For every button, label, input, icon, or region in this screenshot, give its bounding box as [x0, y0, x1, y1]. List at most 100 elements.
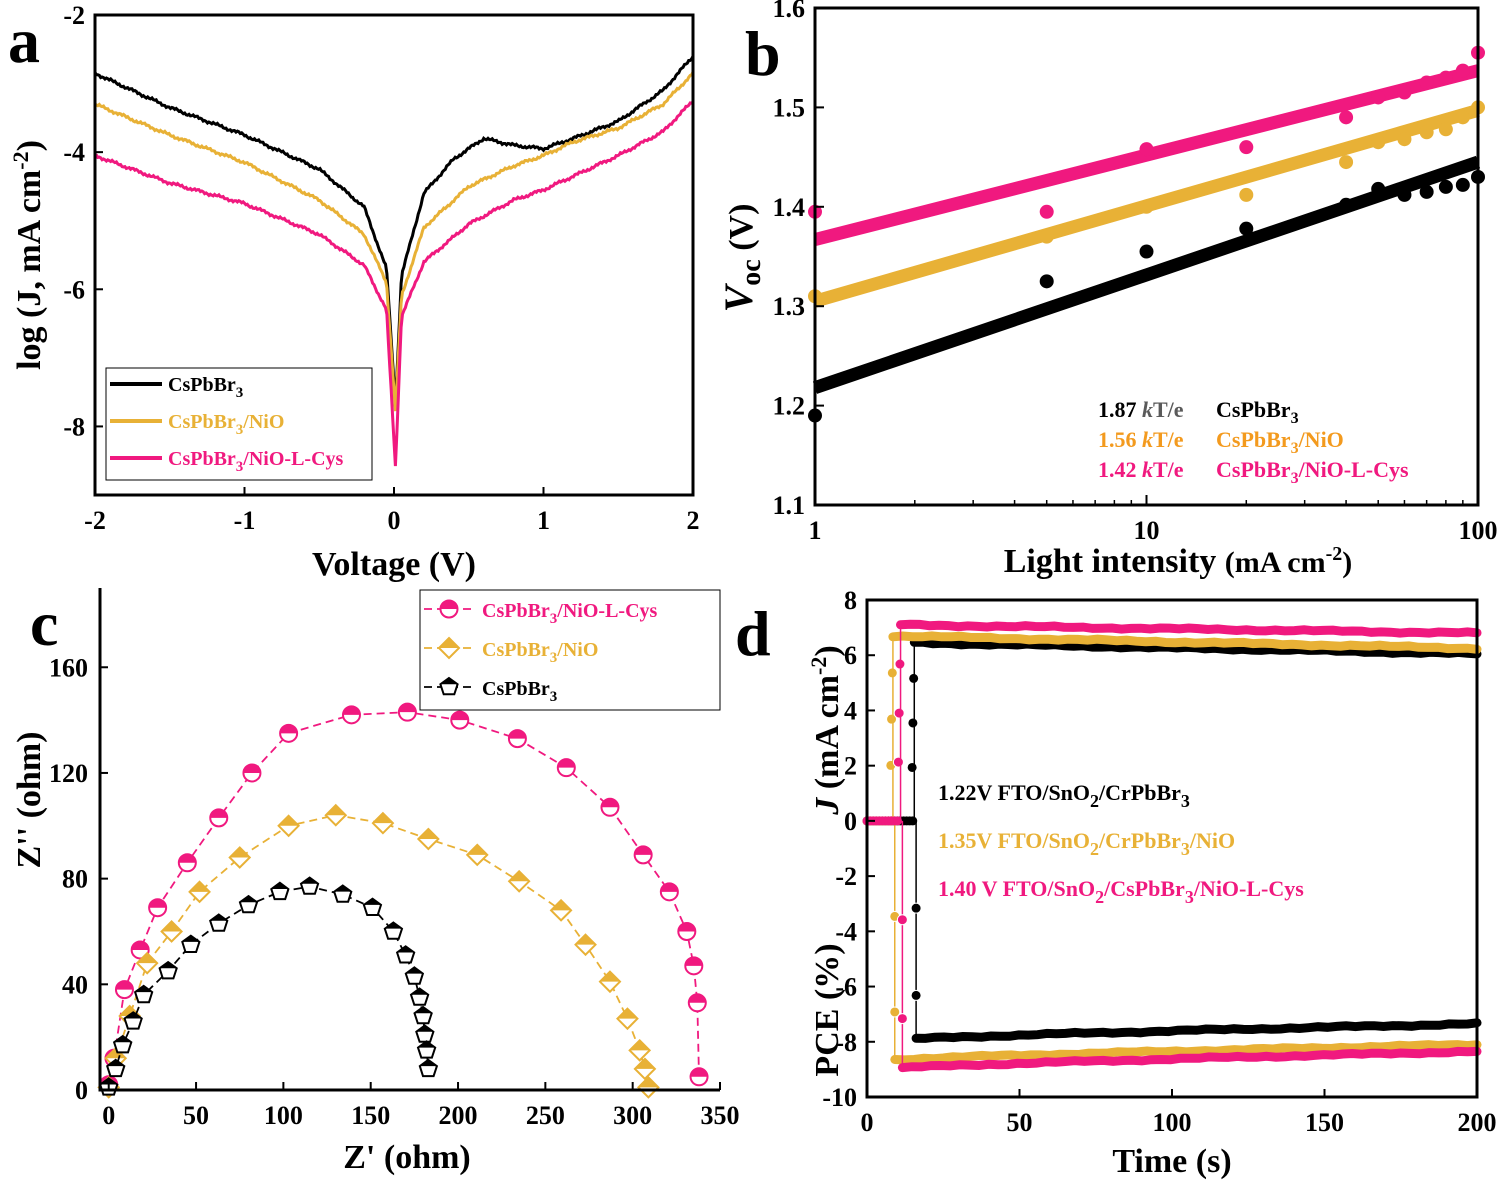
panel-d-annotation-value: 1.22V [938, 780, 998, 805]
panel-d-y-tick-label: 0 [844, 807, 857, 836]
panel-b-annotation-value: 1.56 [1098, 427, 1142, 452]
panel-b-y-tick-label: 1.2 [773, 392, 806, 421]
panel-d-annotation-part3: /NiO [1189, 828, 1235, 853]
panel-b-annotation: 1.87 kT/e CsPbBr3 [1098, 397, 1299, 427]
panel-c-legend-label-base: CsPbBr [482, 639, 550, 661]
panel-c-data-point-fill [384, 922, 403, 929]
panel-c-data-point-fill [398, 703, 416, 713]
panel-d-y-tick-label: 2 [844, 752, 857, 781]
panel-b-x-tick-label: 100 [1459, 516, 1498, 545]
panel-d-annotation-part2: /CsPbBr [1103, 876, 1185, 901]
panel-b-x-label-main: Light intensity [1004, 543, 1217, 580]
panel-c-data-point-fill [210, 914, 228, 921]
panel-a-series-line-0 [93, 55, 695, 407]
panel-d-y-label-top-unit: (mA cm [809, 675, 846, 789]
panel-d-annotation: 1.35V FTO/SnO2/CrPbBr3/NiO [938, 828, 1235, 859]
panel-c-legend-marker-fill [440, 678, 458, 685]
panel-b-data-point [1419, 75, 1434, 90]
panel-c-legend-marker-fill [439, 638, 459, 648]
panel-c-y-tick-label: 120 [49, 759, 88, 788]
panel-b-data-point [1438, 122, 1453, 137]
panel-d-annotation-part2: /CrPbBr [1098, 828, 1181, 853]
panel-d-x-tick-label: 150 [1305, 1108, 1344, 1137]
panel-d-transition-point [889, 1006, 901, 1018]
panel-d-x-tick-label: 100 [1153, 1108, 1192, 1137]
panel-d-y-tick-label: 6 [844, 641, 857, 670]
panel-b-data-point [1039, 229, 1054, 244]
panel-c-data-point-fill [135, 985, 153, 993]
panel-b-data-point [1455, 63, 1470, 78]
panel-d-y-tick-label: 4 [844, 696, 857, 725]
panel-d-y-tick-label: 8 [844, 586, 857, 615]
panel-c-data-point-fill [690, 1068, 708, 1077]
panel-b-ticks: 1 10 100 1.1 1.2 1.3 1.4 1.5 1.6 [773, 0, 1498, 545]
panel-b-data-point [1455, 110, 1470, 125]
panel-b-voc-vs-light: b 1 10 100 1.1 1.2 1.3 1.4 1.5 1.6 Light intensi… [716, 0, 1498, 580]
panel-d-PCE-trace [897, 1046, 1482, 1073]
panel-d-transition-point [906, 761, 918, 773]
panel-b-data-point [1371, 90, 1386, 105]
panel-c-legend-label-rest: /NiO-L-Cys [556, 600, 657, 622]
panel-c-ticks: 0 50 100 150 200 250 300 350 0 40 80 120 160 [49, 653, 740, 1130]
panel-d-y-axis-label-top: J (mA cm-2) [806, 645, 846, 815]
panel-d-transition-point [896, 1013, 908, 1025]
panel-b-x-axis-label: Light intensity (mA cm-2) [1004, 543, 1353, 580]
panel-c-legend-label-sub: 3 [550, 611, 558, 627]
panel-d-J-trace [896, 619, 1482, 638]
panel-b-annotation: 1.42 kT/e CsPbBr3/NiO-L-Cys [1098, 457, 1409, 487]
panel-b-data-point [1239, 221, 1254, 236]
panel-c-x-tick-label: 150 [351, 1101, 390, 1130]
panel-a-ticks: -2 -1 0 1 2 -2 -4 -6 -8 [63, 1, 699, 535]
panel-d-annotation-sub1: 2 [1090, 839, 1099, 859]
panel-b-annotation-unit: T/e [1153, 457, 1184, 482]
panel-b-data-point [1239, 140, 1254, 155]
panel-d-annotation-sub1: 2 [1095, 887, 1104, 907]
panel-d-annotation-value: 1.40 V [938, 876, 1003, 901]
panel-d-annotation-part1: FTO/SnO [998, 828, 1091, 853]
panel-a-y-tick-label: -6 [63, 275, 85, 304]
panel-c-legend-label-base: CsPbBr [482, 678, 550, 700]
panel-a-y-tick-label: -4 [63, 138, 85, 167]
panel-d-x-tick-label: 0 [861, 1108, 874, 1137]
panel-c-legend-label-rest: /NiO [556, 639, 598, 661]
panel-b-data-point [1239, 187, 1254, 202]
panel-c-data-point-fill [599, 971, 620, 982]
panel-a-legend-label-base: CsPbBr [168, 448, 236, 470]
panel-c-x-tick-label: 250 [526, 1101, 565, 1130]
panel-a-x-tick-label: -1 [234, 506, 256, 535]
panel-b-data-point [1371, 135, 1386, 150]
panel-b-annotation-unit-k: k [1142, 457, 1153, 482]
panel-label-c: c [30, 588, 58, 659]
panel-c-data-point-fill [416, 1025, 434, 1032]
panel-c-data-point-fill [419, 1059, 437, 1067]
panel-b-data-point [1139, 142, 1154, 157]
panel-c-data-point-fill [210, 809, 228, 818]
panel-b-data-point [1139, 199, 1154, 214]
panel-a-plot-area [93, 55, 695, 467]
panel-b-annotation-unit-k: k [1142, 397, 1153, 422]
panel-b-data-point [1397, 85, 1412, 100]
panel-b-annotation-unit: T/e [1153, 397, 1184, 422]
panel-b-y-label-unit: (V) [723, 204, 760, 251]
panel-d-ticks: 0 50 100 150 200 8 6 4 2 0 -2 -4 -6 -8 -10 [822, 586, 1496, 1137]
panel-c-legend-marker-fill [440, 600, 458, 609]
panel-a-y-label-close: ) [11, 140, 48, 151]
panel-b-data-point [1039, 274, 1054, 289]
panel-b-data-point [1419, 125, 1434, 140]
panel-c-data-point-fill [105, 1048, 126, 1059]
panel-c-data-point-fill [678, 922, 696, 932]
panel-a-legend-label-sub: 3 [236, 459, 244, 475]
panel-c-data-point-fill [634, 1058, 655, 1069]
panel-c-legend-label-base: CsPbBr [482, 600, 550, 622]
panel-c-x-tick-label: 350 [701, 1101, 740, 1130]
panel-c-data-point-fill [243, 764, 261, 773]
panel-c-x-tick-label: 100 [264, 1101, 303, 1130]
panel-c-data-point-fill [660, 883, 678, 892]
panel-d-transition-point [892, 756, 904, 768]
panel-d-annotation-sub1: 2 [1090, 791, 1099, 811]
panel-a-x-tick-label: 1 [537, 506, 550, 535]
panel-b-annotation-value: 1.87 [1098, 397, 1142, 422]
panel-b-x-label-sup: -2 [1326, 543, 1343, 565]
panel-b-data-point [1438, 70, 1453, 85]
